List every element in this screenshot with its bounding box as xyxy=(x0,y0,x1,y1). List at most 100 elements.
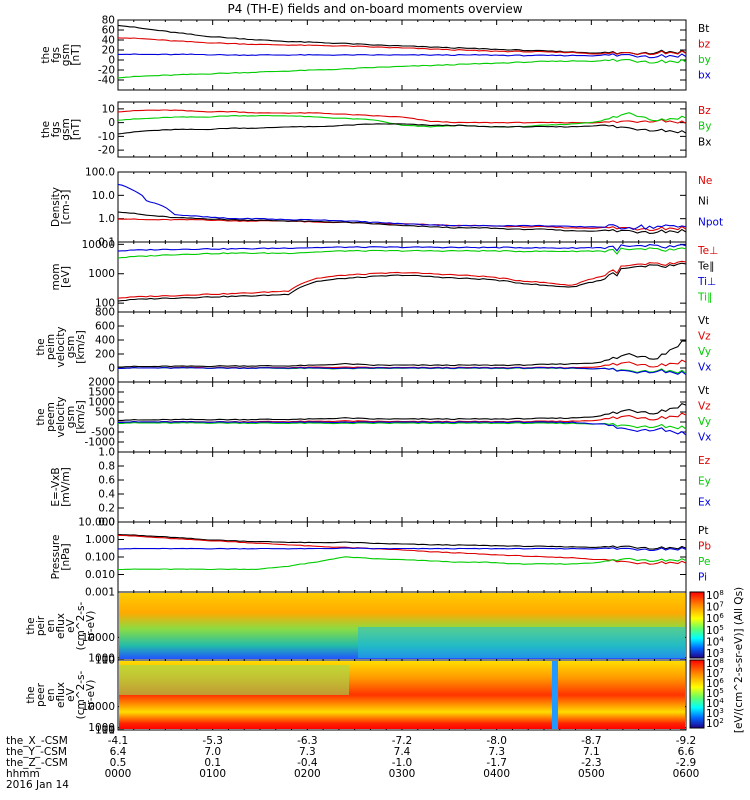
ylabel-line: the xyxy=(35,408,47,425)
ylabel-line: (cm^2-s- xyxy=(75,601,87,650)
xrow-value: -8.0 xyxy=(486,735,507,747)
series-Vz xyxy=(118,412,687,423)
ylabel-line: fgs xyxy=(50,122,62,138)
xrow-value: -7.2 xyxy=(392,735,413,747)
ylabel-line: mom xyxy=(50,264,62,291)
legend-Pi: Pi xyxy=(698,572,707,584)
ytick-label: 1000 xyxy=(88,397,115,409)
legend-Ey: Ey xyxy=(698,476,711,488)
ylabel-line: sr-eV) xyxy=(85,611,97,642)
legend-Vy: Vy xyxy=(698,346,711,358)
series-Te∥ xyxy=(117,262,687,302)
colorbar-tick-exp: 4 xyxy=(719,635,724,643)
legend-Te∥: Te∥ xyxy=(697,261,714,273)
ylabel-line: gsm xyxy=(60,44,72,66)
legend-Bt: Bt xyxy=(698,23,709,35)
legend-By: By xyxy=(698,121,711,133)
plot-title: P4 (TH-E) fields and on-board moments ov… xyxy=(227,2,523,16)
legend-Ti∥: Ti∥ xyxy=(697,292,712,304)
ylabel-line: sr-eV) xyxy=(85,680,97,711)
xrow-value: 6.4 xyxy=(110,746,127,758)
series-bz xyxy=(117,37,687,56)
series-Ne xyxy=(117,218,687,232)
ytick-label: 10.0 xyxy=(92,190,115,202)
legend-Bz: Bz xyxy=(698,105,711,117)
xrow-value: 6.6 xyxy=(678,746,695,758)
colorbar-peer xyxy=(689,659,705,729)
series-Ni xyxy=(117,211,687,234)
panel-frame-peer xyxy=(117,659,687,731)
ylabel-line: [cm-3] xyxy=(60,190,72,225)
xrow-value: 0.5 xyxy=(110,757,127,769)
ylabel-line: peir xyxy=(35,615,47,636)
ytick-label: 20 xyxy=(102,45,115,57)
xrow-value: 0400 xyxy=(483,768,510,780)
ytick-label: 100 xyxy=(95,298,115,310)
xrow-value: 7.3 xyxy=(299,746,316,758)
series-Vt xyxy=(118,340,687,368)
ytick-label: 0.100 xyxy=(85,552,115,564)
ytick-label: 0.010 xyxy=(85,569,115,581)
ylabel-line: en xyxy=(45,688,57,701)
ytick-label: 1.000 xyxy=(85,534,115,546)
ytick-label: 500 xyxy=(95,407,115,419)
ytick-label: 0.001 xyxy=(85,587,115,599)
xrow-value: 0000 xyxy=(105,768,132,780)
spectrogram-gap xyxy=(552,661,558,729)
ytick-label: 0.6 xyxy=(98,475,115,487)
ytick-label: -20 xyxy=(98,145,115,157)
series-Npot xyxy=(117,183,687,231)
xrow-value: 0200 xyxy=(294,768,321,780)
ytick-label: 1500 xyxy=(88,387,115,399)
ylabel-line: peem xyxy=(45,402,57,432)
legend-Vz: Vz xyxy=(698,331,711,343)
ylabel-line: E=-VxB xyxy=(50,467,62,506)
ytick-label: 1000 xyxy=(88,268,115,280)
panel-frame-density xyxy=(117,171,687,243)
panel-frame-peem_vel xyxy=(117,381,687,453)
series-Vx xyxy=(118,421,687,436)
ylabel-line: [nPa] xyxy=(60,543,72,570)
ytick-label: 0 xyxy=(108,117,115,129)
ytick-label: 400 xyxy=(95,335,115,347)
ytick-label: 0.8 xyxy=(98,461,115,473)
ytick-label: 60 xyxy=(102,25,115,37)
colorbar-tick-exp: 8 xyxy=(719,657,723,665)
ylabel-line: eV xyxy=(65,618,77,632)
xrow-value: -6.3 xyxy=(297,735,318,747)
colorbar-tick-exp: 6 xyxy=(719,677,724,685)
series-Pi xyxy=(118,546,687,552)
colorbar-label: [eV/(cm^2-s-sr-eV)] (All Qs) xyxy=(733,587,745,733)
xrow-label-the_Y_-CSM: the_Y_-CSM xyxy=(6,746,67,758)
ylabel-line: the xyxy=(40,121,52,138)
series-Bx xyxy=(117,123,687,135)
xrow-value: 7.0 xyxy=(204,746,221,758)
colorbar-tick-exp: 2 xyxy=(719,717,723,725)
xrow-value: 0.1 xyxy=(204,757,221,769)
ytick-label: 1000 xyxy=(88,652,115,664)
legend-Vz: Vz xyxy=(698,401,711,413)
ylabel-line: eV xyxy=(65,687,77,701)
ytick-label: -1000 xyxy=(84,437,115,449)
panel-frame-efield xyxy=(117,451,687,523)
ytick-label: 10000 xyxy=(82,239,115,251)
series-Pe xyxy=(118,556,687,571)
colorbar-tick-exp: 7 xyxy=(719,601,723,609)
ytick-label: 1 xyxy=(108,725,115,737)
xrow-value: -2.9 xyxy=(676,757,697,769)
ylabel-line: the xyxy=(25,617,37,634)
series-bx xyxy=(118,53,687,59)
xrow-value: 7.4 xyxy=(394,746,411,758)
colorbar-peir xyxy=(689,591,705,659)
xrow-value: -0.4 xyxy=(297,757,318,769)
ytick-label: 1.0 xyxy=(98,447,115,459)
series-Pt xyxy=(117,533,687,550)
xrow-value: -9.2 xyxy=(676,735,697,747)
xrow-value: -8.7 xyxy=(581,735,602,747)
xrow-value: 0300 xyxy=(389,768,416,780)
